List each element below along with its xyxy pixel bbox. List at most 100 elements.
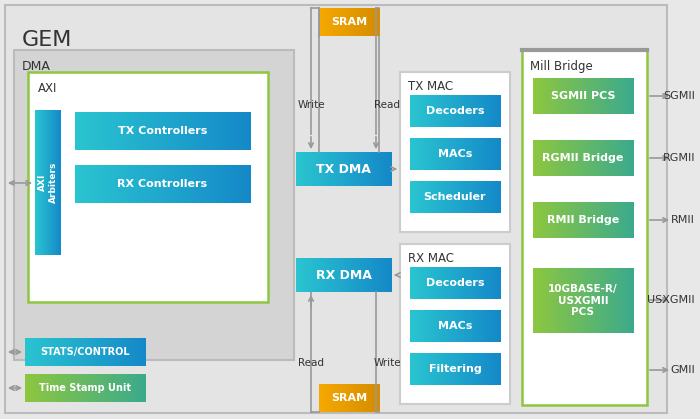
Bar <box>414 181 416 213</box>
Bar <box>438 353 440 385</box>
Bar <box>58 110 59 255</box>
Bar <box>464 138 466 170</box>
Bar <box>133 374 136 402</box>
Bar <box>75 374 78 402</box>
Bar <box>200 165 204 203</box>
Bar <box>356 152 358 186</box>
Bar <box>431 353 433 385</box>
Text: RMII: RMII <box>671 215 695 225</box>
Bar <box>374 152 376 186</box>
Bar <box>589 78 592 114</box>
Bar <box>550 140 552 176</box>
Bar <box>348 384 349 412</box>
Bar <box>133 112 136 150</box>
Bar <box>498 353 500 385</box>
Bar <box>39 110 40 255</box>
Bar <box>400 244 510 404</box>
Bar <box>422 310 424 342</box>
Bar <box>61 374 64 402</box>
Bar <box>630 202 632 238</box>
Bar <box>95 338 97 366</box>
Bar <box>463 310 465 342</box>
Bar <box>358 8 360 36</box>
Bar <box>135 374 137 402</box>
Bar <box>328 8 330 36</box>
Bar <box>498 267 500 299</box>
Bar <box>80 112 84 150</box>
Bar <box>464 267 466 299</box>
Bar <box>347 8 349 36</box>
Bar <box>541 140 543 176</box>
Bar <box>554 268 556 333</box>
Bar <box>438 267 440 299</box>
Bar <box>461 310 463 342</box>
Bar <box>141 338 144 366</box>
Bar <box>446 310 448 342</box>
Bar <box>95 374 97 402</box>
Bar <box>80 165 84 203</box>
Bar <box>383 258 385 292</box>
Bar <box>566 78 568 114</box>
Bar <box>428 267 430 299</box>
Bar <box>631 78 634 114</box>
Bar <box>434 138 436 170</box>
Bar <box>340 258 342 292</box>
Bar <box>168 112 172 150</box>
Bar <box>110 112 113 150</box>
Bar <box>611 140 613 176</box>
Bar <box>53 110 54 255</box>
Bar <box>414 353 416 385</box>
Bar <box>456 138 459 170</box>
Bar <box>122 165 125 203</box>
Bar <box>42 110 43 255</box>
Bar <box>565 140 567 176</box>
Bar <box>359 152 361 186</box>
Bar <box>330 384 332 412</box>
Bar <box>476 353 478 385</box>
Bar <box>472 95 473 127</box>
Bar <box>426 95 428 127</box>
Bar <box>613 140 615 176</box>
Bar <box>99 374 101 402</box>
Bar <box>55 338 57 366</box>
Bar <box>598 78 600 114</box>
Bar <box>630 78 632 114</box>
Bar <box>369 8 370 36</box>
Bar <box>376 8 377 36</box>
Bar <box>553 268 555 333</box>
Bar <box>345 384 346 412</box>
Bar <box>497 353 499 385</box>
Bar <box>535 202 537 238</box>
Bar <box>472 310 473 342</box>
Bar <box>323 8 325 36</box>
Bar <box>139 165 143 203</box>
Bar <box>358 152 360 186</box>
Bar <box>325 258 327 292</box>
Bar <box>493 310 494 342</box>
Bar <box>334 258 336 292</box>
Bar <box>386 258 389 292</box>
Bar <box>485 310 487 342</box>
Bar <box>177 112 181 150</box>
Bar <box>57 338 60 366</box>
Bar <box>449 353 451 385</box>
Bar <box>75 338 78 366</box>
Bar <box>174 165 178 203</box>
Bar <box>319 8 321 36</box>
Bar <box>442 353 444 385</box>
Bar <box>477 353 480 385</box>
Bar <box>355 8 356 36</box>
Bar <box>443 95 445 127</box>
Bar <box>329 258 331 292</box>
Bar <box>475 181 477 213</box>
Bar <box>370 152 372 186</box>
Bar <box>425 353 427 385</box>
Bar <box>59 374 62 402</box>
Bar <box>479 138 481 170</box>
Bar <box>480 310 482 342</box>
Bar <box>431 181 433 213</box>
Bar <box>385 152 386 186</box>
Bar <box>327 384 328 412</box>
Bar <box>485 353 487 385</box>
Bar <box>584 78 587 114</box>
